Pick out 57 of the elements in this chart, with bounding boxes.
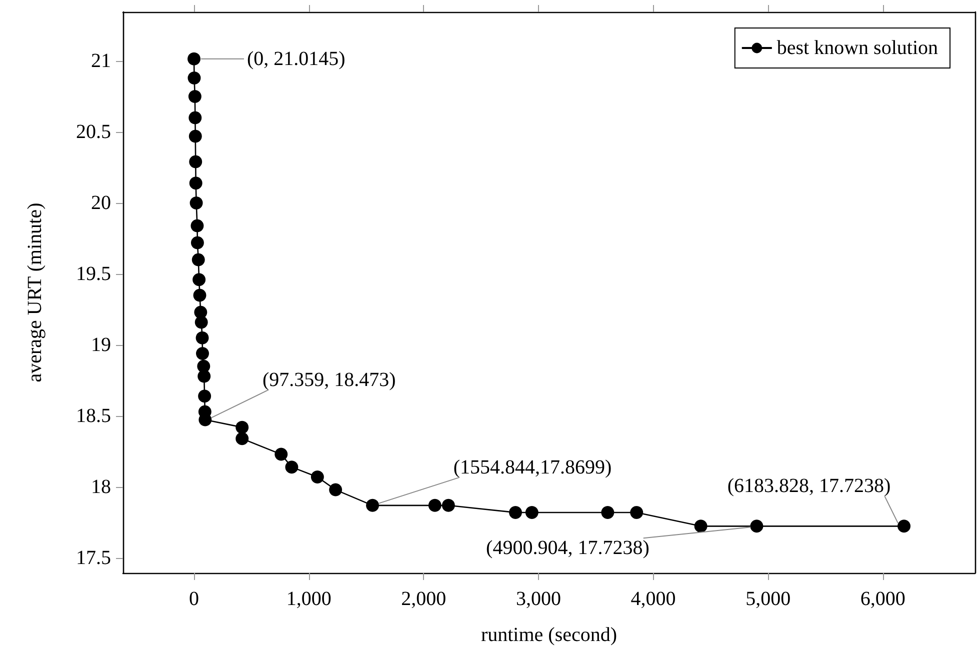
y-tick-label: 18.5 [76,404,111,427]
x-tick-label: 5,000 [746,588,791,610]
point [190,219,204,232]
point [196,346,209,360]
point [198,390,212,403]
y-tick-label: 20.5 [76,120,111,143]
x-tick-label: 3,000 [516,588,561,610]
x-tick-label: 1,000 [286,588,332,610]
point [509,506,522,520]
point [190,196,203,210]
x-axis-title: runtime (second) [480,624,618,646]
y-tick-label: 19 [91,334,111,356]
y-tick-label: 18 [91,476,111,498]
point [193,288,206,302]
point [189,176,202,190]
x-tick-label: 4,000 [630,588,676,610]
point [329,483,342,496]
y-axis-title: average URT (minute) [24,202,46,382]
point [366,498,380,512]
point [428,498,442,512]
point [189,155,202,168]
x-tick-label: 0 [189,588,199,610]
legend-label: best known solution [776,37,938,59]
point [236,420,249,434]
point [188,130,202,143]
point [188,72,201,85]
point [196,331,209,344]
y-tick-label: 21 [91,50,111,72]
point [630,506,644,520]
point [198,370,211,383]
annotation: (97.359, 18.473) [262,368,396,391]
x-tick-label: 2,000 [401,588,446,610]
x-tick-label: 6,000 [860,588,906,610]
y-tick-label: 19.5 [76,262,111,285]
point [694,520,708,533]
point [525,506,538,520]
annotation: (0, 21.0145) [247,48,346,70]
point [601,506,614,520]
point [190,236,204,250]
point [194,316,208,329]
annotation: (4900.904, 17.7238) [486,537,650,560]
point [285,460,298,474]
point [188,52,200,66]
point [192,253,205,266]
point [192,273,206,286]
point [442,498,455,512]
point [310,470,324,484]
point [898,520,910,533]
point [274,448,288,461]
annotation: (6183.828, 17.7238) [727,475,891,498]
point [236,432,249,446]
point [188,111,202,124]
point [188,90,202,103]
annotation: (1554.844,17.8699) [453,456,612,478]
point [750,520,764,533]
y-tick-label: 20 [91,192,111,214]
y-tick-label: 17.5 [76,546,111,569]
